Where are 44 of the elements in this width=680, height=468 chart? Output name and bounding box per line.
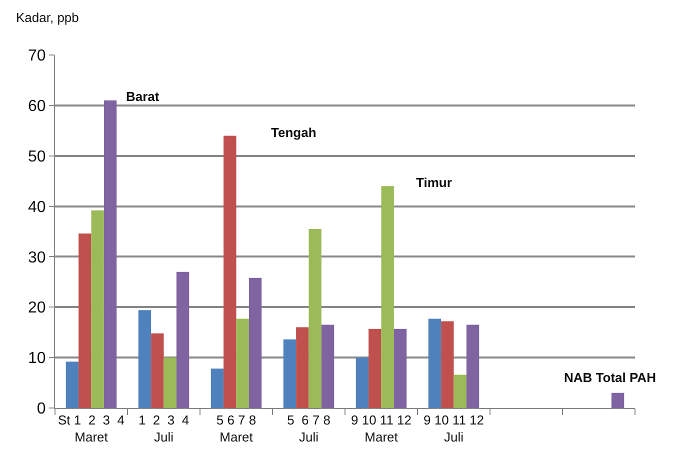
bar [466, 324, 480, 408]
x-tick-label: 9 10 11 12 Maret [351, 412, 412, 444]
bar [104, 100, 117, 408]
bar [164, 358, 176, 408]
bar [356, 358, 369, 408]
bar [248, 278, 262, 408]
bar [368, 328, 382, 408]
annotation: Barat [126, 89, 160, 104]
bar [151, 333, 164, 408]
bar [210, 368, 224, 408]
bar [224, 136, 236, 408]
y-tick-label: 50 [28, 148, 46, 166]
bar [138, 310, 152, 408]
bar [381, 186, 394, 408]
y-tick-label: 40 [28, 198, 46, 216]
y-tick-label: 70 [28, 48, 46, 65]
x-tick-label: 1 2 3 4 Juli [138, 412, 190, 444]
bar [428, 318, 442, 408]
annotation: NAB Total PAH [564, 370, 656, 385]
x-tick-label: 5 6 7 8 Juli [287, 412, 330, 444]
x-tick-label: 5 6 7 8 Maret [216, 412, 256, 444]
x-tick-label: St 1 2 3 4 Maret [58, 412, 124, 444]
annotation: Timur [416, 175, 452, 190]
bar [283, 339, 296, 408]
bar [176, 272, 190, 408]
bar [394, 328, 407, 408]
y-tick-label: 60 [28, 98, 46, 116]
bar [78, 234, 92, 408]
y-axis-title: Kadar, ppb [16, 10, 79, 25]
y-tick-label: 20 [28, 300, 46, 317]
annotation: Tengah [271, 125, 316, 140]
bar [236, 318, 249, 408]
y-tick-label: 10 [28, 350, 46, 368]
bar [296, 327, 309, 408]
y-tick-label: 30 [28, 249, 46, 266]
bar [308, 228, 322, 408]
x-tick-label: 9 10 11 12 Juli [424, 412, 484, 444]
bar [66, 362, 79, 408]
y-tick-label: 0 [36, 400, 46, 418]
bar [454, 374, 466, 408]
bar [321, 324, 334, 408]
bar [611, 392, 624, 408]
bar [91, 210, 104, 408]
bar [441, 321, 454, 408]
